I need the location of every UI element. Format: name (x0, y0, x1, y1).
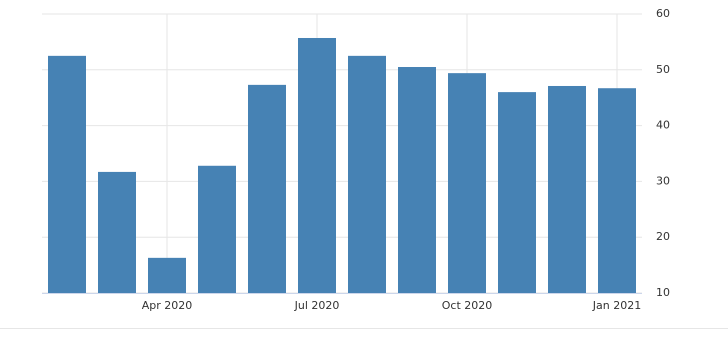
y-tick-label: 40 (656, 119, 670, 132)
y-tick-label: 30 (656, 174, 670, 187)
bar (248, 84, 286, 293)
y-tick-label: 10 (656, 286, 670, 299)
y-tick-label: 20 (656, 230, 670, 243)
bar (548, 85, 586, 294)
x-tick-label: Jan 2021 (592, 299, 641, 312)
bar (448, 73, 486, 293)
bar (348, 55, 386, 293)
bar (48, 55, 86, 293)
x-tick-label: Apr 2020 (142, 299, 193, 312)
y-tick-label: 60 (656, 7, 670, 20)
bar (98, 171, 136, 293)
bar (398, 67, 436, 293)
x-tick-label: Oct 2020 (442, 299, 493, 312)
y-tick-label: 50 (656, 63, 670, 76)
bar (148, 257, 186, 293)
x-tick-label: Jul 2020 (294, 299, 340, 312)
bar (298, 37, 336, 293)
bar (198, 165, 236, 293)
bar (598, 88, 636, 294)
bar (498, 92, 536, 294)
